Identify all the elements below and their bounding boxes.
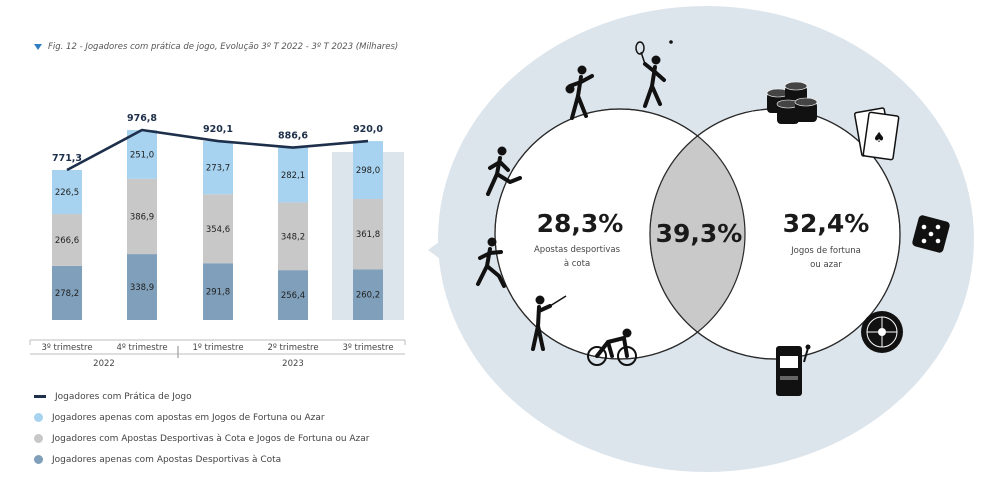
bar-chart: 278,2 266,6 226,5 338,9 386,9 251,0 291,8 354,6…: [29, 113, 406, 369]
cyclist-icon: [587, 328, 637, 366]
data-label: 386,9: [130, 212, 154, 222]
figure-title-text: Fig. 12 - Jogadores com prática de jogo,…: [48, 42, 399, 52]
playing-cards-icon: ♠: [853, 107, 900, 161]
total-label: 976,8: [127, 113, 157, 124]
right-label: Jogos de fortuna: [790, 246, 861, 256]
data-label: 298,0: [356, 166, 380, 176]
data-label: 354,6: [206, 225, 230, 235]
data-label: 251,0: [130, 150, 154, 160]
data-label: 226,5: [55, 188, 79, 198]
data-label: 278,2: [55, 289, 79, 299]
total-label: 886,6: [278, 131, 308, 142]
circle-outline: [494, 108, 746, 360]
bar-segment: [353, 269, 383, 320]
bar-segment: [52, 265, 82, 320]
dice-icon: [912, 215, 950, 253]
x-tick-label: 3º trimestre: [41, 343, 92, 353]
legend-item: Jogadores com Apostas Desportivas à Cota…: [34, 428, 370, 449]
legend-dot-swatch: [34, 455, 43, 464]
legend-label: Jogadores apenas com apostas em Jogos de…: [52, 412, 325, 423]
svg-text:♠: ♠: [873, 130, 886, 146]
data-label: 273,7: [206, 164, 230, 174]
right-percentage: 32,4%: [783, 209, 870, 238]
total-label: 771,3: [52, 153, 82, 164]
total-line: [66, 128, 369, 172]
total-label: 920,1: [203, 124, 233, 135]
center-percentage: 39,3%: [656, 219, 743, 248]
intersection-area: [650, 109, 745, 359]
triangle-marker-icon: [34, 44, 42, 50]
bar-segment: [353, 141, 383, 200]
legend-label: Jogadores com Prática de Jogo: [55, 391, 192, 402]
left-label: à cota: [564, 259, 590, 269]
bar-segment: [203, 141, 233, 195]
group-label: 2022: [93, 359, 115, 369]
legend-item: Jogadores apenas com Apostas Desportivas…: [34, 449, 370, 470]
runner-icon: [486, 146, 522, 196]
bar-segment: [52, 169, 82, 215]
data-label: 260,2: [356, 291, 380, 301]
left-label: Apostas desportivas: [534, 245, 621, 255]
total-label: 920,0: [353, 124, 383, 135]
data-label: 361,8: [356, 230, 380, 240]
slot-machine-icon: [776, 344, 811, 396]
data-label: 291,8: [206, 288, 230, 298]
casino-chips-icon: [766, 81, 818, 124]
legend-label: Jogadores apenas com Apostas Desportivas…: [52, 454, 282, 465]
figure-title: Fig. 12 - Jogadores com prática de jogo,…: [34, 42, 398, 52]
bar-segment: [278, 270, 308, 320]
bar-segment: [127, 254, 157, 320]
legend-line-swatch: [34, 395, 46, 398]
x-tick-label: 4º trimestre: [116, 343, 167, 353]
legend: Jogadores com Prática de Jogo Jogadores a…: [34, 386, 370, 470]
data-label: 338,9: [130, 283, 154, 293]
data-label: 348,2: [281, 232, 305, 242]
data-label: 282,1: [281, 171, 305, 181]
x-tick-label: 2º trimestre: [267, 343, 318, 353]
bar-segment: [203, 194, 233, 264]
legend-label: Jogadores com Apostas Desportivas à Cota…: [52, 433, 370, 444]
bar-segment: [353, 199, 383, 270]
group-label: 2023: [282, 359, 304, 369]
legend-dot-swatch: [34, 434, 43, 443]
x-tick-label: 1º trimestre: [192, 343, 243, 353]
bar-segment: [127, 130, 157, 179]
legend-dot-swatch: [34, 413, 43, 422]
x-tick-label: 3º trimestre: [342, 343, 393, 353]
right-label: ou azar: [810, 260, 842, 270]
soccer-player-icon: [476, 237, 506, 288]
bar-segment: [278, 147, 308, 203]
legend-item: Jogadores com Prática de Jogo: [34, 386, 370, 407]
golfer-icon: [531, 295, 567, 351]
bar-segment: [278, 202, 308, 271]
basketball-player-icon: [565, 65, 594, 120]
data-label: 256,4: [281, 291, 305, 301]
tennis-player-icon: [635, 40, 673, 108]
bar-segment: [127, 178, 157, 255]
bar-segment: [52, 214, 82, 266]
bar-segment: [203, 263, 233, 320]
legend-item: Jogadores apenas com apostas em Jogos de…: [34, 407, 370, 428]
roulette-icon: [861, 311, 903, 353]
left-percentage: 28,3%: [537, 209, 624, 238]
data-label: 266,6: [55, 236, 79, 246]
